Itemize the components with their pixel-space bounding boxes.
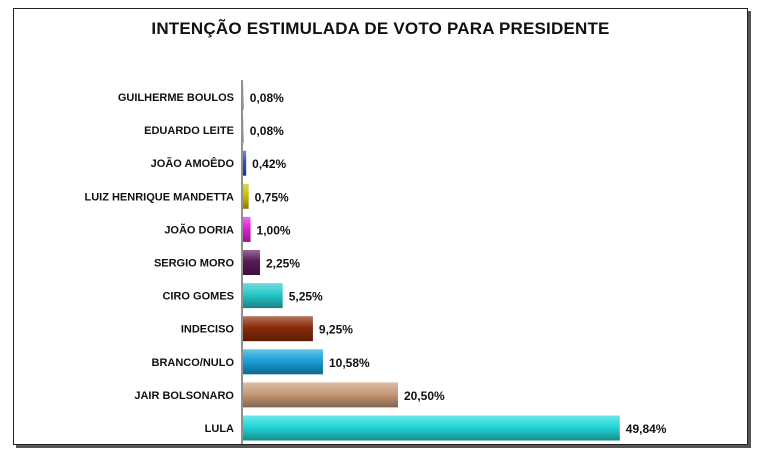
category-label: GUILHERME BOULOS	[118, 92, 234, 104]
bar	[243, 150, 247, 176]
bar	[243, 117, 244, 143]
bar	[243, 183, 249, 209]
bar	[243, 349, 323, 375]
bar	[243, 316, 313, 342]
category-label: EDUARDO LEITE	[144, 125, 234, 137]
bar	[243, 415, 620, 441]
category-label: JOÃO AMOÊDO	[151, 157, 235, 170]
bar	[243, 216, 251, 242]
bar	[243, 283, 283, 309]
chart-frame	[13, 8, 748, 445]
bar	[243, 382, 398, 408]
value-label: 49,84%	[626, 422, 667, 436]
category-label: CIRO GOMES	[162, 291, 234, 303]
value-label: 0,75%	[255, 190, 289, 204]
category-label: SERGIO MORO	[154, 258, 235, 270]
value-label: 9,25%	[319, 323, 353, 337]
value-label: 0,08%	[250, 124, 284, 138]
value-label: 0,08%	[250, 91, 284, 105]
category-label: JOÃO DORIA	[164, 223, 234, 236]
chart-title: INTENÇÃO ESTIMULADA DE VOTO PARA PRESIDE…	[151, 19, 610, 38]
category-label: BRANCO/NULO	[152, 357, 235, 369]
bar	[243, 84, 244, 110]
category-label: LULA	[205, 423, 234, 435]
value-label: 0,42%	[252, 157, 286, 171]
value-label: 5,25%	[289, 290, 323, 304]
value-label: 1,00%	[257, 223, 291, 237]
category-label: JAIR BOLSONARO	[134, 390, 234, 402]
category-label: LUIZ HENRIQUE MANDETTA	[84, 191, 234, 203]
value-label: 10,58%	[329, 356, 370, 370]
bar	[243, 250, 261, 275]
value-label: 20,50%	[404, 389, 445, 403]
value-label: 2,25%	[266, 257, 300, 271]
category-label: INDECISO	[181, 324, 235, 336]
